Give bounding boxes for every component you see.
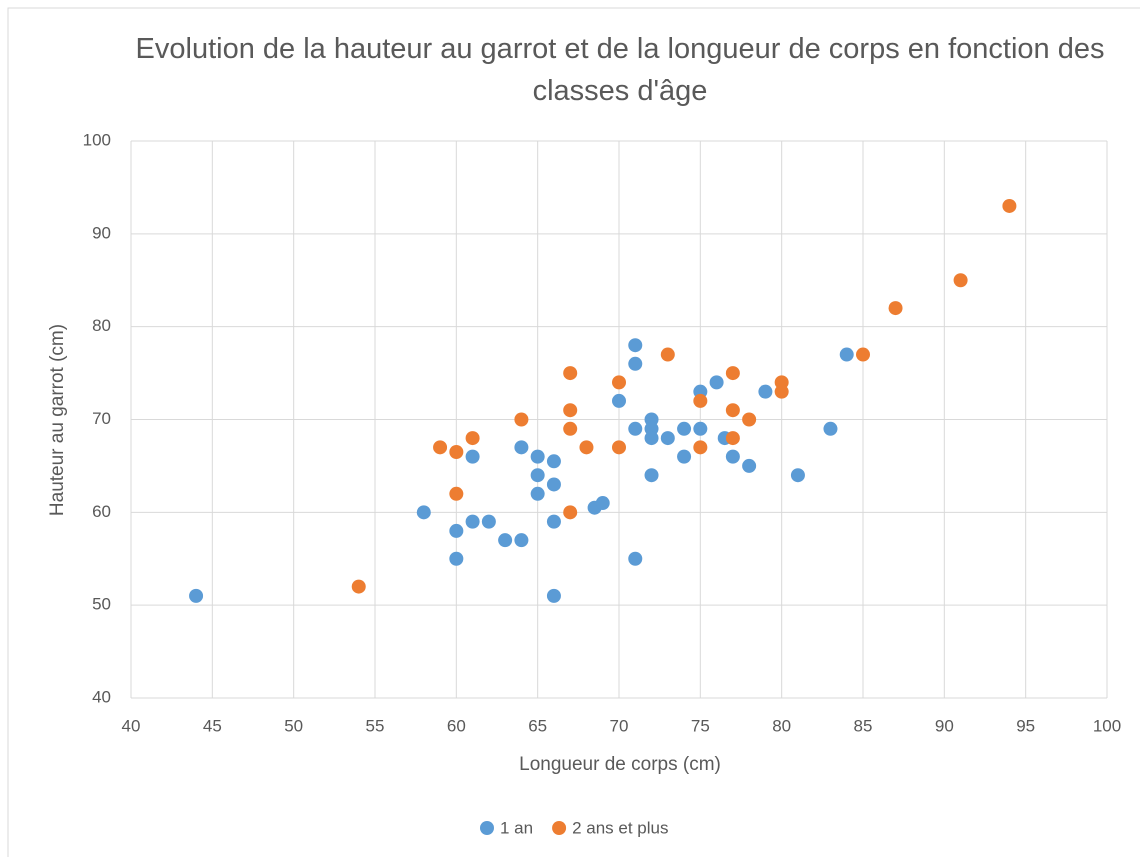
x-tick-label: 85 bbox=[854, 716, 873, 735]
x-tick-label: 65 bbox=[528, 716, 547, 735]
point bbox=[530, 486, 545, 501]
point bbox=[579, 440, 594, 455]
x-tick-label: 55 bbox=[366, 716, 385, 735]
point bbox=[628, 356, 643, 371]
point bbox=[546, 588, 561, 603]
point bbox=[416, 505, 431, 520]
point bbox=[563, 505, 578, 520]
x-tick-label: 100 bbox=[1093, 716, 1121, 735]
point bbox=[693, 393, 708, 408]
point bbox=[725, 449, 740, 464]
y-tick-label: 70 bbox=[92, 409, 111, 428]
point bbox=[514, 440, 529, 455]
point bbox=[563, 421, 578, 436]
point bbox=[189, 588, 204, 603]
point bbox=[481, 514, 496, 529]
point bbox=[628, 421, 643, 436]
point bbox=[465, 449, 480, 464]
x-tick-label: 40 bbox=[122, 716, 141, 735]
point bbox=[677, 449, 692, 464]
point bbox=[628, 338, 643, 353]
point bbox=[612, 375, 626, 390]
point bbox=[693, 440, 708, 455]
point bbox=[465, 431, 480, 446]
point bbox=[774, 384, 789, 399]
point bbox=[709, 375, 724, 390]
legend-marker bbox=[480, 821, 494, 835]
y-tick-label: 100 bbox=[83, 130, 111, 149]
point bbox=[465, 514, 480, 529]
point bbox=[433, 440, 448, 455]
point bbox=[498, 533, 513, 548]
point bbox=[351, 579, 366, 594]
point bbox=[725, 431, 740, 446]
point bbox=[1002, 198, 1017, 213]
x-tick-label: 60 bbox=[447, 716, 466, 735]
point bbox=[449, 444, 464, 459]
x-tick-label: 70 bbox=[610, 716, 629, 735]
point bbox=[725, 366, 740, 381]
point bbox=[725, 403, 740, 418]
legend-label: 1 an bbox=[500, 818, 533, 837]
y-tick-label: 80 bbox=[92, 316, 111, 335]
point bbox=[644, 431, 659, 446]
point bbox=[595, 496, 610, 511]
point bbox=[530, 449, 545, 464]
point bbox=[514, 533, 529, 548]
point bbox=[612, 393, 626, 408]
chart-border bbox=[7, 7, 1140, 857]
y-tick-label: 40 bbox=[92, 687, 111, 706]
legend-marker bbox=[552, 821, 567, 835]
point bbox=[660, 347, 675, 362]
x-tick-label: 45 bbox=[203, 716, 222, 735]
point bbox=[546, 514, 561, 529]
point bbox=[449, 523, 464, 538]
point bbox=[530, 468, 545, 483]
point bbox=[563, 403, 578, 418]
point bbox=[888, 301, 903, 316]
point bbox=[823, 421, 838, 436]
point bbox=[546, 454, 561, 469]
point bbox=[660, 431, 675, 446]
chart-title: Evolution de la hauteur au garrot et de … bbox=[135, 33, 1105, 107]
point bbox=[612, 440, 626, 455]
y-tick-label: 90 bbox=[92, 223, 111, 242]
point bbox=[953, 273, 968, 288]
point bbox=[693, 421, 708, 436]
point bbox=[790, 468, 805, 483]
x-tick-label: 75 bbox=[691, 716, 710, 735]
x-tick-label: 50 bbox=[284, 716, 303, 735]
point bbox=[449, 486, 464, 501]
point bbox=[742, 412, 757, 427]
y-tick-label: 50 bbox=[92, 595, 111, 614]
point bbox=[563, 366, 578, 381]
point bbox=[628, 551, 643, 566]
point bbox=[644, 468, 659, 483]
legend-label: 2 ans et plus bbox=[572, 818, 668, 837]
x-tick-label: 95 bbox=[1016, 716, 1035, 735]
point bbox=[677, 421, 692, 436]
point bbox=[758, 384, 773, 399]
point bbox=[449, 551, 464, 566]
y-axis-label: Hauteur au garrot (cm) bbox=[47, 324, 68, 516]
point bbox=[742, 458, 757, 473]
point bbox=[546, 477, 561, 492]
x-axis-label: Longueur de corps (cm) bbox=[519, 754, 721, 775]
x-tick-label: 80 bbox=[772, 716, 791, 735]
point bbox=[839, 347, 854, 362]
x-tick-label: 90 bbox=[935, 716, 954, 735]
point bbox=[856, 347, 870, 362]
point bbox=[514, 412, 529, 427]
y-tick-label: 60 bbox=[92, 502, 111, 521]
